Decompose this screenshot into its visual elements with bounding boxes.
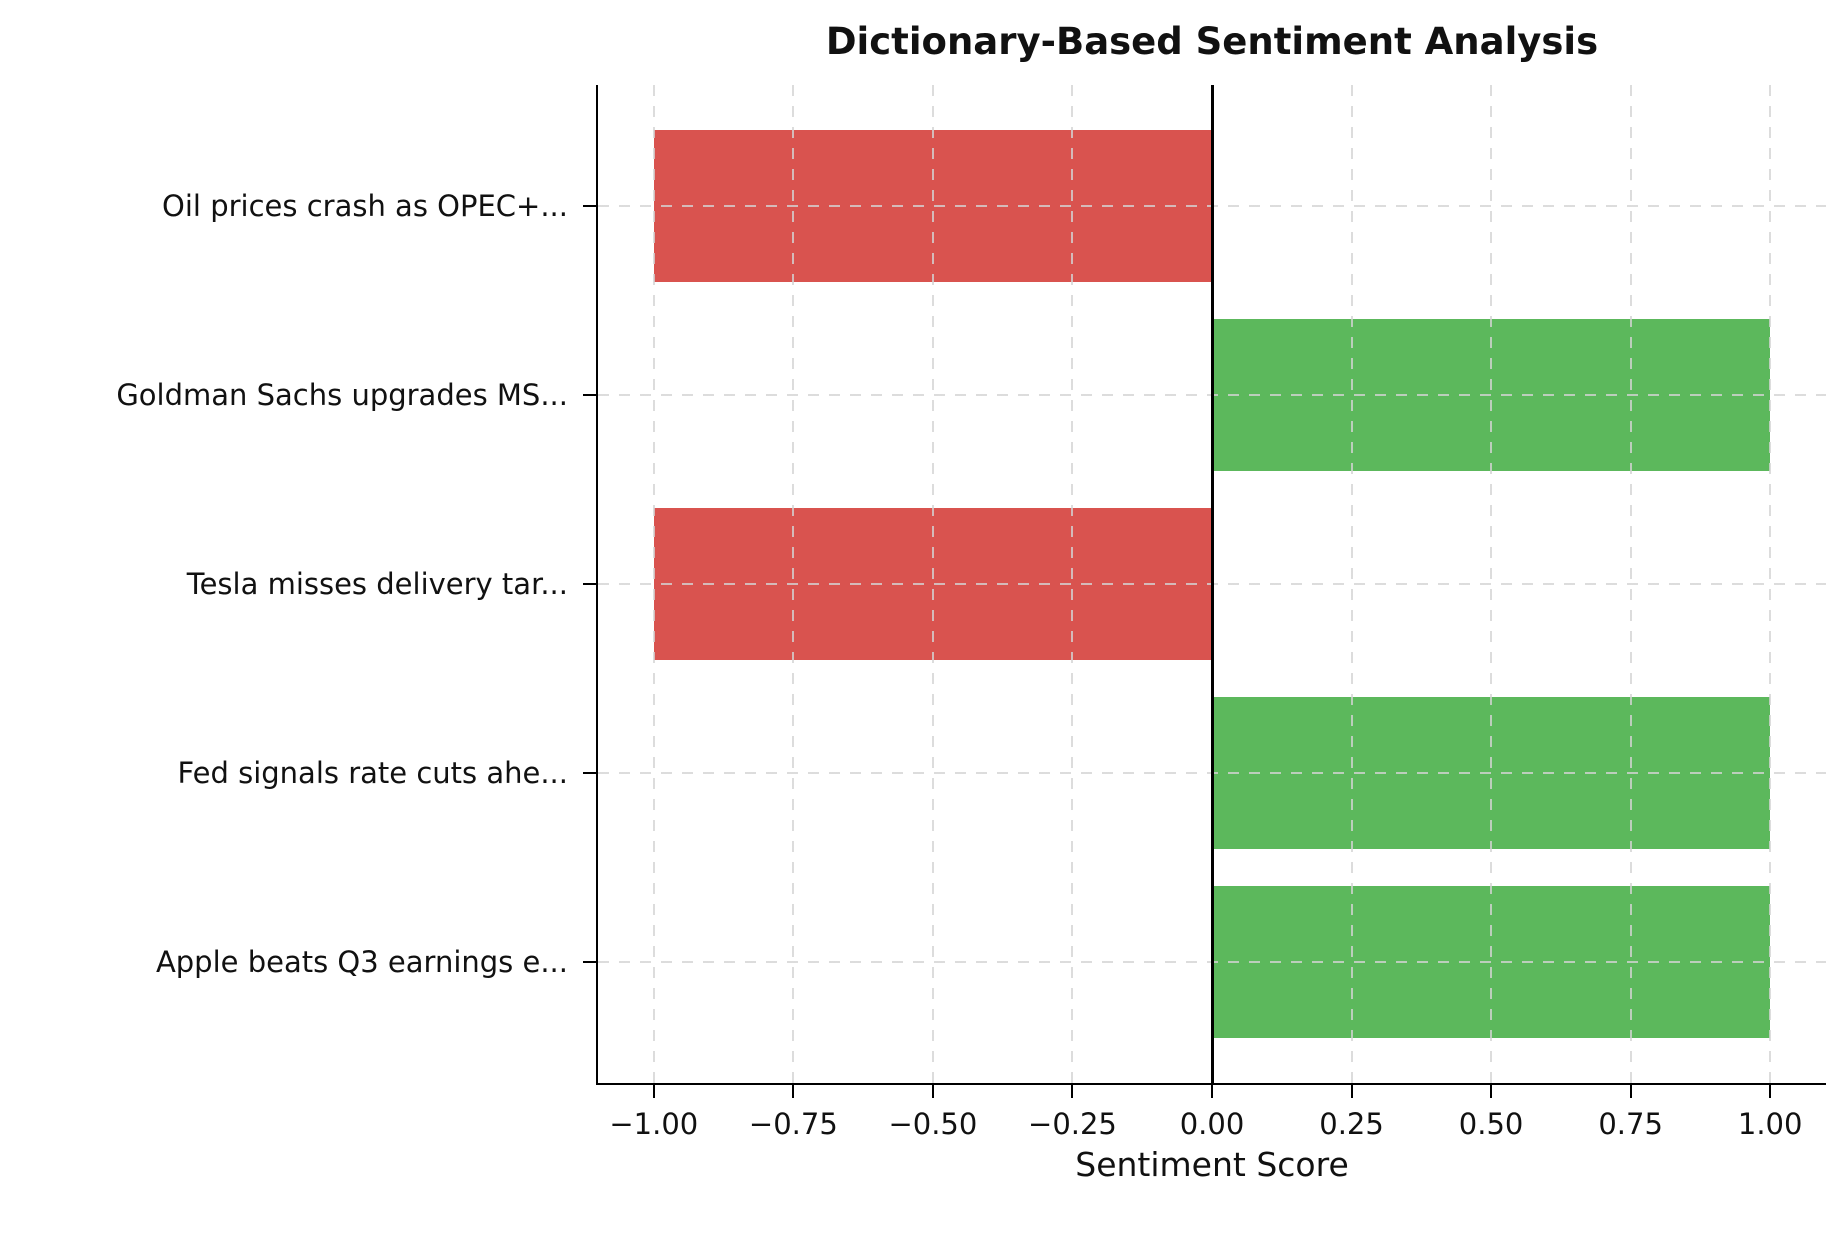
x-tick-mark [931, 1085, 934, 1098]
x-tick-label: −0.50 [888, 1107, 978, 1141]
category-label: Goldman Sachs upgrades MS... [116, 377, 568, 412]
x-tick-mark [1490, 1085, 1493, 1098]
x-tick-mark [792, 1085, 795, 1098]
y-tick-mark [583, 583, 596, 585]
x-tick-label: 0.50 [1458, 1107, 1524, 1141]
y-tick-mark [583, 772, 596, 774]
x-axis-title: Sentiment Score [1075, 1145, 1349, 1184]
x-tick-label: 0.00 [1179, 1107, 1245, 1141]
x-tick-label: −1.00 [609, 1107, 699, 1141]
x-tick-mark [1350, 1085, 1353, 1098]
category-label: Tesla misses delivery tar... [186, 567, 568, 601]
x-tick-label: 1.00 [1737, 1107, 1803, 1141]
y-tick-mark [583, 961, 596, 964]
x-tick-mark [652, 1085, 655, 1098]
chart-title: Dictionary-Based Sentiment Analysis [825, 20, 1599, 63]
y-tick-mark [583, 204, 596, 207]
x-tick-mark [1071, 1085, 1074, 1098]
y-axis-spine [596, 85, 598, 1085]
category-label: Oil prices crash as OPEC+... [162, 188, 568, 223]
zero-reference-line [1210, 85, 1214, 1083]
x-tick-label: 0.25 [1319, 1107, 1384, 1141]
x-tick-label: 0.75 [1598, 1107, 1663, 1141]
y-tick-mark [583, 393, 596, 396]
x-axis-spine [596, 1083, 1826, 1085]
x-tick-mark [1769, 1085, 1772, 1098]
x-tick-label: −0.75 [748, 1107, 838, 1141]
x-tick-mark [1211, 1085, 1213, 1098]
category-label: Apple beats Q3 earnings e... [155, 945, 568, 980]
x-tick-mark [1629, 1085, 1632, 1098]
category-label: Fed signals rate cuts ahe... [177, 756, 568, 790]
x-tick-label: −0.25 [1028, 1107, 1117, 1141]
